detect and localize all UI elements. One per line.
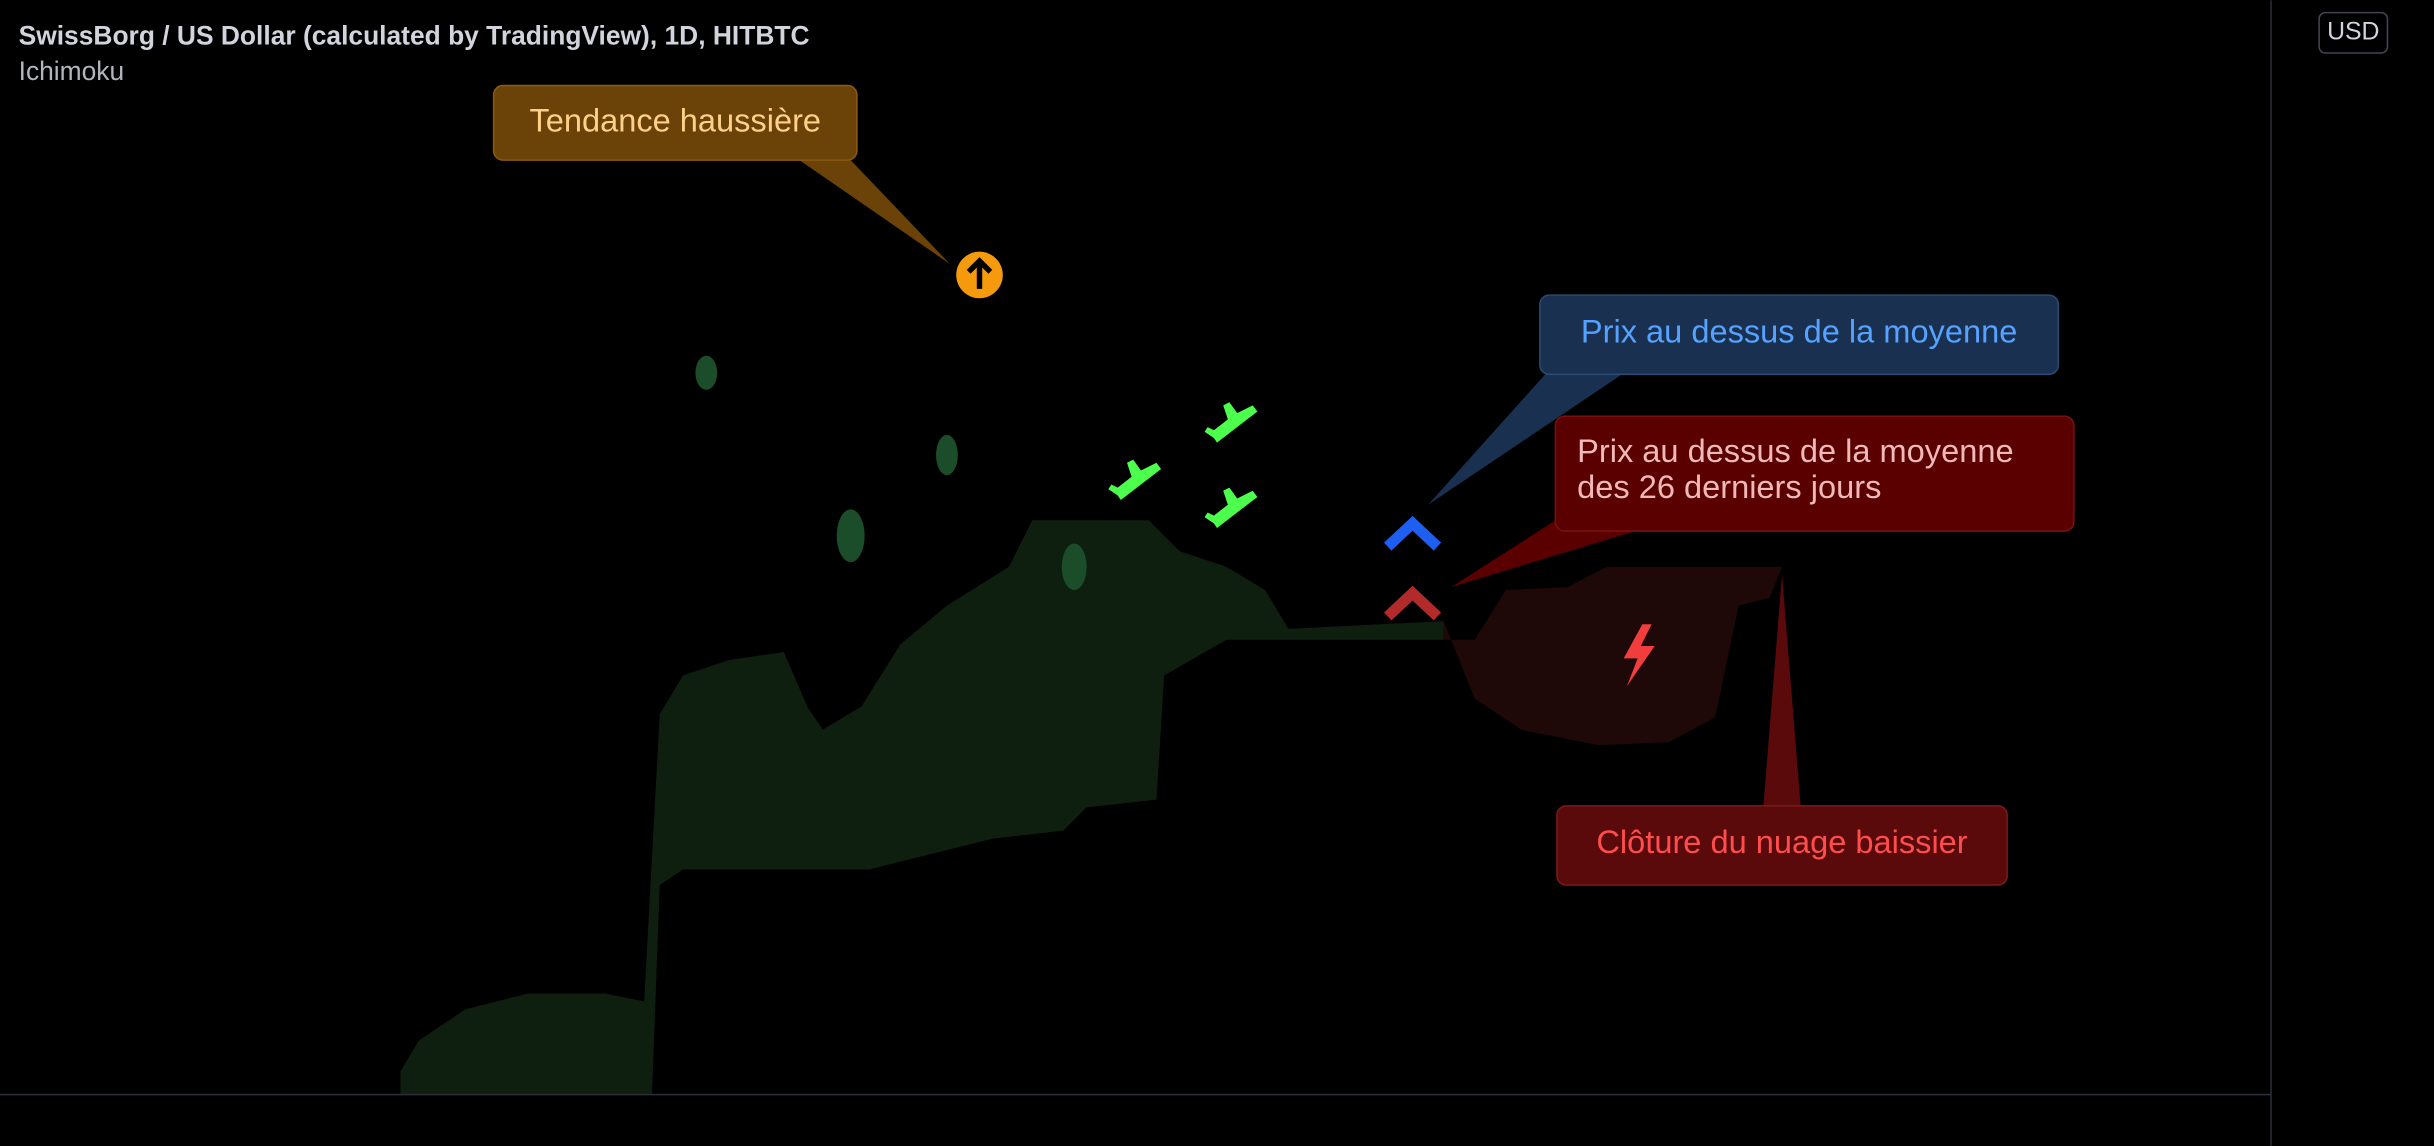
annotation: Prix au dessus de la moyenne des 26 dern… bbox=[1451, 415, 2075, 587]
bull-cloud bbox=[400, 520, 1444, 1095]
callout-text: Clôture du nuage baissier bbox=[1596, 823, 1967, 860]
arrow-up-glyph bbox=[966, 257, 993, 289]
callout-pointer bbox=[1763, 574, 1801, 806]
callout-box bbox=[1556, 805, 2008, 886]
callout-text: Prix au dessus de la moyenne bbox=[1577, 432, 2013, 469]
bear-icon bbox=[695, 355, 718, 390]
callout-box bbox=[492, 84, 858, 161]
plane-icon bbox=[1108, 459, 1162, 501]
callout-pointer bbox=[1428, 366, 1623, 505]
chart-title: SwissBorg / US Dollar (calculated by Tra… bbox=[19, 20, 810, 50]
callout-text: Prix au dessus de la moyenne bbox=[1581, 313, 2017, 350]
plane-icons bbox=[1108, 402, 1258, 528]
bear-icon bbox=[1061, 543, 1087, 591]
lightning-icon bbox=[1623, 624, 1655, 687]
plane-icon bbox=[1204, 487, 1258, 528]
annotation: Prix au dessus de la moyenne bbox=[1428, 294, 2060, 505]
bear-icon bbox=[936, 434, 958, 476]
callout-text: des 26 derniers jours bbox=[1577, 468, 1881, 505]
callout-box bbox=[1539, 294, 2060, 376]
icons bbox=[695, 355, 1087, 591]
bear-icon bbox=[836, 509, 865, 563]
callout-pointer bbox=[799, 160, 951, 265]
annotation: Clôture du nuage baissier bbox=[1556, 574, 2008, 886]
callout-text: Tendance haussière bbox=[529, 101, 821, 138]
red-chevron bbox=[1384, 585, 1442, 621]
bear-cloud bbox=[1443, 566, 1783, 746]
plane-icon bbox=[1204, 402, 1258, 443]
callout-box bbox=[1554, 415, 2075, 532]
blue-chevron bbox=[1384, 515, 1442, 551]
currency: USD bbox=[2327, 18, 2379, 45]
annotation: Tendance haussière bbox=[492, 84, 951, 265]
indicator-name: Ichimoku bbox=[19, 56, 125, 86]
currency-box bbox=[2318, 11, 2389, 54]
